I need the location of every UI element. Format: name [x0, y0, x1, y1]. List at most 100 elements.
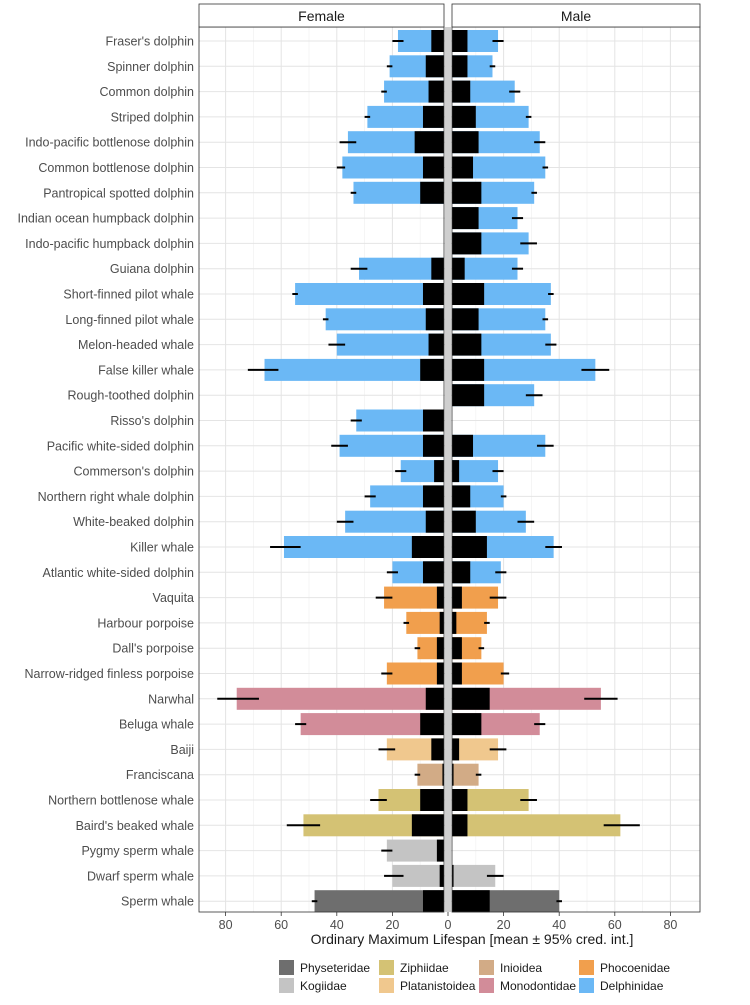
female-inner-bar-guiana-dolphin: [431, 257, 444, 280]
male-inner-bar-dwarf-sperm-whale: [452, 864, 454, 887]
male-bar-guiana-dolphin: [452, 257, 518, 280]
female-inner-bar-pacific-white-sided-dolphin: [422, 434, 444, 457]
species-label: Sperm whale: [121, 895, 194, 909]
female-bar-risso-s-dolphin: [356, 409, 444, 432]
female-bar-narrow-ridged-finless-porpoise: [386, 662, 444, 685]
species-label: Vaquita: [153, 591, 195, 605]
male-inner-bar-false-killer-whale: [452, 358, 485, 381]
female-inner-bar-vaquita: [436, 586, 444, 609]
female-bar-vaquita: [384, 586, 444, 609]
x-tick-label: 20: [497, 918, 511, 932]
male-bar-commerson-s-dolphin: [452, 460, 499, 483]
female-bar-franciscana: [417, 763, 444, 786]
male-bar-harbour-porpoise: [452, 611, 487, 634]
female-inner-bar-harbour-porpoise: [439, 611, 444, 634]
female-inner-bar-pantropical-spotted-dolphin: [420, 181, 444, 204]
male-inner-bar-beluga-whale: [452, 713, 482, 736]
female-bar-pygmy-sperm-whale: [386, 839, 444, 862]
male-inner-bar-narrow-ridged-finless-porpoise: [452, 662, 462, 685]
male-inner-bar-striped-dolphin: [452, 105, 476, 128]
species-label: Fraser's dolphin: [105, 35, 194, 49]
species-label: Dwarf sperm whale: [87, 869, 194, 883]
female-panel-title: Female: [298, 8, 345, 24]
species-label: Spinner dolphin: [107, 60, 194, 74]
male-inner-bar-dall-s-porpoise: [452, 637, 462, 660]
female-bar-baiji: [386, 738, 444, 761]
legend-label-kogiidae: Kogiidae: [300, 979, 347, 993]
male-inner-bar-sperm-whale: [452, 890, 490, 913]
species-label: Indo-pacific humpback dolphin: [25, 237, 194, 251]
male-bar-dwarf-sperm-whale: [452, 864, 496, 887]
female-bar-false-killer-whale: [264, 358, 444, 381]
species-label: Guiana dolphin: [110, 262, 194, 276]
male-inner-bar-killer-whale: [452, 536, 487, 558]
species-label: Northern bottlenose whale: [48, 794, 194, 808]
female-bar-guiana-dolphin: [359, 257, 444, 280]
x-tick-label: 20: [385, 918, 399, 932]
male-strip: [451, 3, 701, 28]
male-inner-bar-common-bottlenose-dolphin: [452, 156, 474, 179]
male-inner-bar-white-beaked-dolphin: [452, 510, 476, 533]
female-inner-bar-striped-dolphin: [422, 105, 444, 128]
species-label: Long-finned pilot whale: [65, 313, 194, 327]
female-bar-short-finned-pilot-whale: [295, 283, 444, 305]
bar-layer: [217, 30, 640, 913]
female-inner-bar-beluga-whale: [420, 713, 444, 736]
legend-label-ziphiidae: Ziphiidae: [400, 961, 449, 975]
species-label: Risso's dolphin: [110, 414, 194, 428]
female-inner-bar-baird-s-beaked-whale: [411, 814, 444, 837]
female-bar-harbour-porpoise: [406, 611, 444, 634]
x-tick-label: 40: [552, 918, 566, 932]
species-label: Baiji: [170, 743, 194, 757]
species-label: Rough-toothed dolphin: [68, 389, 195, 403]
male-bar-franciscana: [452, 763, 479, 786]
legend: Physeteridae Kogiidae Ziphiidae Platanistoi…: [279, 960, 670, 993]
species-label: White-beaked dolphin: [73, 515, 194, 529]
panel-layer: Female Male: [198, 3, 701, 913]
male-bar-common-bottlenose-dolphin: [452, 156, 546, 179]
species-label: Common bottlenose dolphin: [38, 161, 194, 175]
male-inner-bar-baird-s-beaked-whale: [452, 814, 468, 837]
female-bar-pacific-white-sided-dolphin: [339, 434, 444, 457]
male-panel-title: Male: [561, 8, 592, 24]
legend-label-physeteridae: Physeteridae: [300, 961, 370, 975]
female-bar-killer-whale: [283, 536, 444, 558]
male-inner-bar-indo-pacific-bottlenose-dolphin: [452, 131, 479, 154]
male-inner-bar-guiana-dolphin: [452, 257, 465, 280]
female-bar-beluga-whale: [300, 713, 444, 736]
female-inner-bar-common-bottlenose-dolphin: [422, 156, 444, 179]
species-label: Pygmy sperm whale: [81, 844, 194, 858]
species-label: Melon-headed whale: [78, 338, 194, 352]
male-inner-bar-melon-headed-whale: [452, 333, 482, 356]
species-label: Common dolphin: [100, 85, 195, 99]
legend-swatch-phocoenidae: [579, 960, 594, 975]
x-tick-label: 0: [445, 918, 452, 932]
x-tick-label: 80: [219, 918, 233, 932]
species-label: Short-finned pilot whale: [63, 288, 194, 302]
species-label: Franciscana: [126, 768, 194, 782]
species-label: Indo-pacific bottlenose dolphin: [25, 136, 194, 150]
male-inner-bar-rough-toothed-dolphin: [452, 384, 485, 407]
species-label: Atlantic white-sided dolphin: [43, 566, 195, 580]
female-bar-melon-headed-whale: [336, 333, 444, 356]
male-bar-baiji: [452, 738, 499, 761]
x-tick-label: 40: [330, 918, 344, 932]
legend-swatch-monodontidae: [479, 978, 494, 993]
label-layer: Fraser's dolphin Spinner dolphin Common do…: [17, 35, 677, 948]
female-inner-bar-spinner-dolphin: [425, 55, 444, 78]
legend-label-delphinidae: Delphinidae: [600, 979, 664, 993]
female-inner-bar-common-dolphin: [428, 80, 444, 103]
legend-swatch-kogiidae: [279, 978, 294, 993]
species-label: Narwhal: [148, 692, 194, 706]
female-inner-bar-killer-whale: [411, 536, 444, 558]
male-inner-bar-long-finned-pilot-whale: [452, 308, 479, 331]
male-inner-bar-narwhal: [452, 687, 490, 710]
female-inner-bar-northern-right-whale-dolphin: [422, 485, 444, 508]
legend-swatch-platanistoidea: [379, 978, 394, 993]
female-inner-bar-pygmy-sperm-whale: [436, 839, 444, 862]
female-inner-bar-atlantic-white-sided-dolphin: [422, 561, 444, 584]
species-label: Northern right whale dolphin: [38, 490, 194, 504]
x-tick-label: 60: [608, 918, 622, 932]
male-inner-bar-indo-pacific-humpback-dolphin: [452, 232, 482, 255]
